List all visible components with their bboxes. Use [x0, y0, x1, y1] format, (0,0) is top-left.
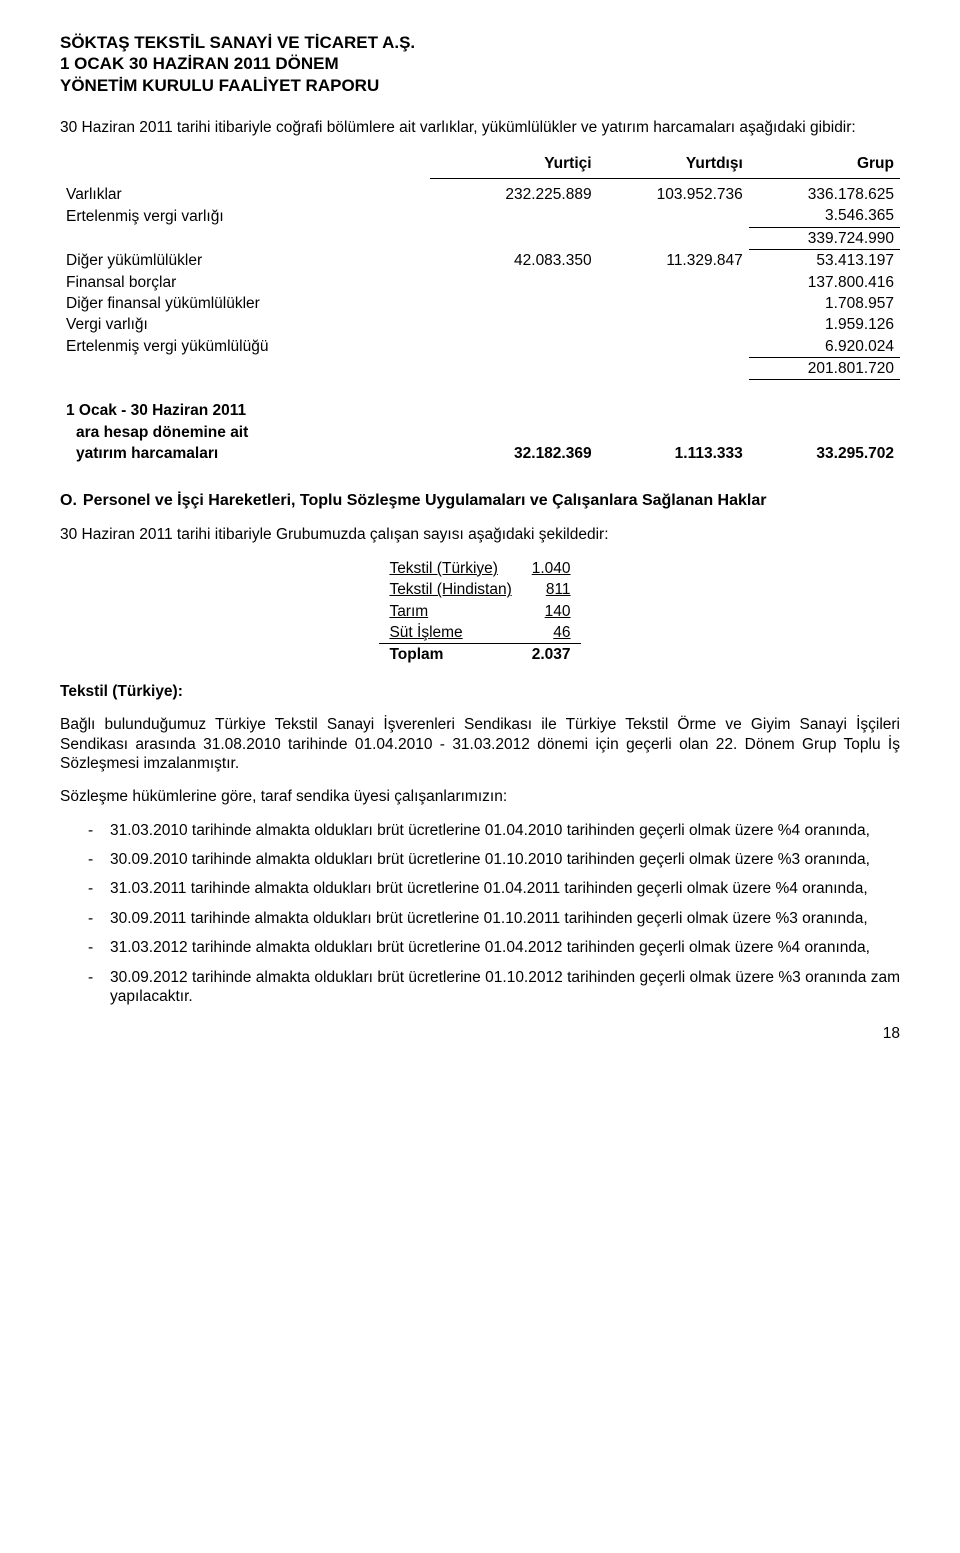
inv-value: 32.182.369 [430, 443, 598, 464]
fin-row: Ertelenmiş vergi varlığı 3.546.365 [60, 205, 900, 227]
fin-row: Ertelenmiş vergi yükümlülüğü 6.920.024 [60, 336, 900, 358]
investment-table: 1 Ocak - 30 Haziran 2011 ara hesap dönem… [60, 400, 900, 464]
emp-total-row: Toplam 2.037 [379, 644, 580, 666]
bullet-list: 31.03.2010 tarihinde almakta oldukları b… [60, 821, 900, 1007]
fin-row: Diğer finansal yükümlülükler 1.708.957 [60, 293, 900, 314]
fin-hdr-col3: Grup [749, 153, 900, 178]
fin-hdr-col2: Yurtdışı [598, 153, 749, 178]
section-title-text: Personel ve İşçi Hareketleri, Toplu Sözl… [83, 491, 900, 511]
bullet-item: 30.09.2011 tarihinde almakta oldukları b… [88, 909, 900, 928]
inv-value: 33.295.702 [749, 443, 900, 464]
bullet-item: 30.09.2010 tarihinde almakta oldukları b… [88, 850, 900, 869]
fin-subtotal-row: 339.724.990 [60, 227, 900, 249]
fin-hdr-col1: Yurtiçi [430, 153, 598, 178]
company-title: SÖKTAŞ TEKSTİL SANAYİ VE TİCARET A.Ş. [60, 32, 900, 53]
emp-row: Tekstil (Türkiye) 1.040 [379, 558, 580, 579]
section-o-intro: 30 Haziran 2011 tarihi itibariyle Grubum… [60, 525, 900, 544]
fin-subtotal-row: 201.801.720 [60, 358, 900, 380]
fin-row: Vergi varlığı 1.959.126 [60, 314, 900, 335]
bullet-item: 31.03.2012 tarihinde almakta oldukları b… [88, 938, 900, 957]
fin-row: Varlıklar 232.225.889 103.952.736 336.17… [60, 184, 900, 205]
section-o-para2: Sözleşme hükümlerine göre, taraf sendika… [60, 787, 900, 806]
intro-paragraph: 30 Haziran 2011 tarihi itibariyle coğraf… [60, 118, 900, 137]
section-letter: O. [60, 491, 77, 511]
inv-label-line: yatırım harcamaları [60, 443, 430, 464]
emp-row: Tekstil (Hindistan) 811 [379, 579, 580, 600]
section-o-heading: O. Personel ve İşçi Hareketleri, Toplu S… [60, 491, 900, 511]
page-number: 18 [60, 1024, 900, 1043]
doc-subtitle-1: 1 OCAK 30 HAZİRAN 2011 DÖNEM [60, 53, 900, 74]
inv-label-line: 1 Ocak - 30 Haziran 2011 [60, 400, 430, 421]
emp-row: Süt İşleme 46 [379, 622, 580, 644]
doc-subtitle-2: YÖNETİM KURULU FAALİYET RAPORU [60, 75, 900, 96]
bullet-item: 30.09.2012 tarihinde almakta oldukları b… [88, 968, 900, 1007]
fin-row: Diğer yükümlülükler 42.083.350 11.329.84… [60, 250, 900, 272]
financial-table: Yurtiçi Yurtdışı Grup Varlıklar 232.225.… [60, 153, 900, 380]
bullet-item: 31.03.2010 tarihinde almakta oldukları b… [88, 821, 900, 840]
inv-value: 1.113.333 [598, 443, 749, 464]
section-o-para1: Bağlı bulunduğumuz Türkiye Tekstil Sanay… [60, 715, 900, 773]
emp-row: Tarım 140 [379, 601, 580, 622]
tekstil-subhead: Tekstil (Türkiye): [60, 682, 900, 701]
inv-label-line: ara hesap dönemine ait [60, 422, 430, 443]
bullet-item: 31.03.2011 tarihinde almakta oldukları b… [88, 879, 900, 898]
employee-table: Tekstil (Türkiye) 1.040 Tekstil (Hindist… [379, 558, 580, 666]
fin-row: Finansal borçlar 137.800.416 [60, 272, 900, 293]
